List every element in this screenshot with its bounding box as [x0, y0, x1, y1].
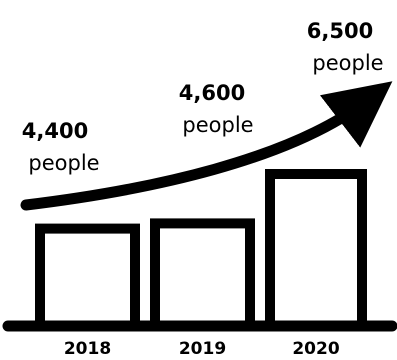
data-label-2018: 4,400 — [22, 119, 88, 143]
trend-arrow — [20, 81, 393, 211]
bar-2019 — [150, 218, 255, 331]
tick-label-2019: 2019 — [179, 339, 226, 359]
tick-label-2018: 2018 — [64, 339, 111, 359]
data-label-2020: 6,500 — [307, 19, 373, 43]
unit-label-2018: people — [28, 151, 99, 175]
bar-2020 — [265, 169, 367, 331]
bar-2018 — [35, 223, 140, 332]
data-label-2019: 4,600 — [179, 81, 245, 105]
unit-label-2020: people — [312, 51, 383, 75]
tick-label-2020: 2020 — [292, 339, 339, 359]
unit-label-2019: people — [182, 113, 253, 137]
